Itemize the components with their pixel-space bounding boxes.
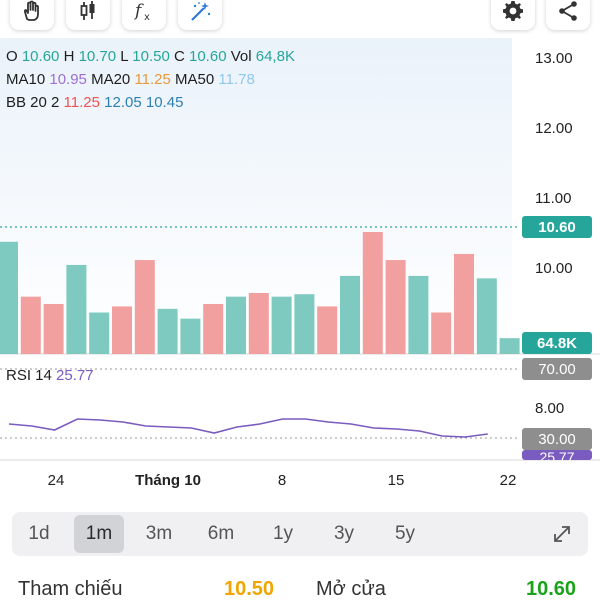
- last-volume-tag: 64.8K: [522, 332, 592, 354]
- volume-bar: [408, 275, 429, 354]
- rsi-legend: RSI 14 25.77: [6, 367, 94, 385]
- period-1y[interactable]: 1y: [272, 523, 294, 544]
- rsi-label: RSI 14: [6, 367, 52, 384]
- low-value: 10.50: [132, 48, 170, 65]
- price-tick: 11.00: [535, 190, 572, 207]
- bb-value-2: 12.05: [104, 94, 142, 111]
- share-button[interactable]: [546, 0, 590, 30]
- rsi-70-tag: 70.00: [522, 358, 592, 380]
- ma50-value: 11.78: [218, 71, 255, 88]
- high-label: H: [63, 48, 75, 65]
- bb-value-3: 10.45: [145, 94, 184, 111]
- volume-bar: [66, 264, 87, 354]
- date-tick: 24: [47, 472, 65, 489]
- period-5y[interactable]: 5y: [394, 523, 416, 544]
- period-6m[interactable]: 6m: [207, 523, 235, 544]
- open-value: 10.60: [21, 48, 60, 65]
- volume-label: Vol: [230, 48, 252, 65]
- svg-text:x: x: [144, 12, 150, 23]
- volume-bar: [0, 241, 18, 354]
- volume-bar: [157, 308, 178, 354]
- rsi-value: 25.77: [56, 367, 94, 384]
- candlestick-icon: [80, 1, 95, 20]
- volume-bar: [248, 293, 269, 354]
- period-1d[interactable]: 1d: [28, 523, 50, 544]
- ma50-label: MA50: [175, 71, 215, 88]
- volume-bar: [294, 294, 315, 354]
- period-3m[interactable]: 3m: [145, 523, 173, 544]
- price-tick: 13.00: [535, 50, 573, 67]
- ma10-value: 10.95: [49, 71, 87, 88]
- settings-button[interactable]: [491, 0, 535, 30]
- volume-bar: [43, 303, 64, 354]
- bb-label: BB 20 2: [6, 94, 60, 111]
- price-tick: 10.00: [535, 260, 573, 277]
- last-price-tag: 10.60: [522, 216, 592, 238]
- ma-legend: MA10 10.95 MA20 11.25 MA50 11.78: [6, 71, 255, 89]
- expand-icon: [554, 526, 570, 542]
- chart-type-button[interactable]: [66, 0, 110, 30]
- volume-bar: [385, 260, 406, 354]
- volume-bar: [271, 296, 292, 354]
- volume-bar: [476, 278, 497, 354]
- period-3y[interactable]: 3y: [333, 523, 355, 544]
- close-value: 10.60: [189, 48, 227, 65]
- rsi-line: [8, 418, 488, 438]
- drawing-tools-button[interactable]: [178, 0, 222, 30]
- hand-pointer-button[interactable]: [10, 0, 54, 30]
- ma20-value: 11.25: [134, 71, 171, 88]
- open-label: O: [6, 48, 18, 65]
- open-price-value: 10.60: [526, 578, 577, 600]
- open-price-label: Mở cửa: [316, 578, 386, 600]
- volume-bar: [340, 275, 360, 354]
- date-tick: 22: [499, 472, 517, 489]
- rsi-current-tag: 25.77: [522, 450, 592, 460]
- bb-value-1: 11.25: [63, 94, 100, 111]
- volume-bar: [431, 312, 452, 354]
- volume-bar: [317, 306, 338, 354]
- volume-bar: [226, 296, 246, 354]
- hand-pointer-icon: [23, 0, 39, 21]
- volume-bar: [180, 318, 201, 354]
- volume-bar: [112, 306, 132, 354]
- ma10-label: MA10: [6, 71, 46, 88]
- price-chart[interactable]: [0, 0, 600, 470]
- volume-bar: [20, 296, 41, 354]
- share-icon: [559, 1, 577, 21]
- reference-price-label: Tham chiếu: [18, 578, 123, 600]
- high-value: 10.70: [78, 48, 117, 65]
- low-label: L: [120, 48, 129, 65]
- date-tick: 15: [387, 472, 405, 489]
- ma20-label: MA20: [91, 71, 131, 88]
- date-tick: Tháng 10: [135, 472, 201, 489]
- ohlc-legend: O 10.60 H 10.70 L 10.50 C 10.60 Vol 64,8…: [6, 48, 295, 66]
- close-label: C: [173, 48, 185, 65]
- magic-wand-icon: [191, 2, 211, 21]
- volume-bar: [134, 260, 155, 354]
- volume-value: 64,8K: [255, 48, 295, 65]
- volume-bar: [362, 232, 383, 354]
- rsi-30-tag: 30.00: [522, 428, 592, 450]
- gear-icon: [503, 1, 523, 21]
- volume-bar: [203, 303, 224, 354]
- volume-bar: [454, 253, 474, 354]
- svg-text:f: f: [133, 1, 144, 21]
- volume-bar: [499, 338, 520, 354]
- rsi-tick: 8.00: [535, 400, 565, 417]
- date-tick: 8: [277, 472, 287, 489]
- period-selector: 1d 1m 3m 6m 1y 3y 5y: [12, 512, 588, 556]
- period-1m[interactable]: 1m: [74, 515, 124, 553]
- price-tick: 12.00: [535, 120, 573, 137]
- reference-price-value: 10.50: [224, 578, 275, 600]
- volume-bar: [89, 312, 110, 354]
- bb-legend: BB 20 2 11.25 12.05 10.45: [6, 94, 183, 112]
- expand-button[interactable]: [550, 522, 574, 551]
